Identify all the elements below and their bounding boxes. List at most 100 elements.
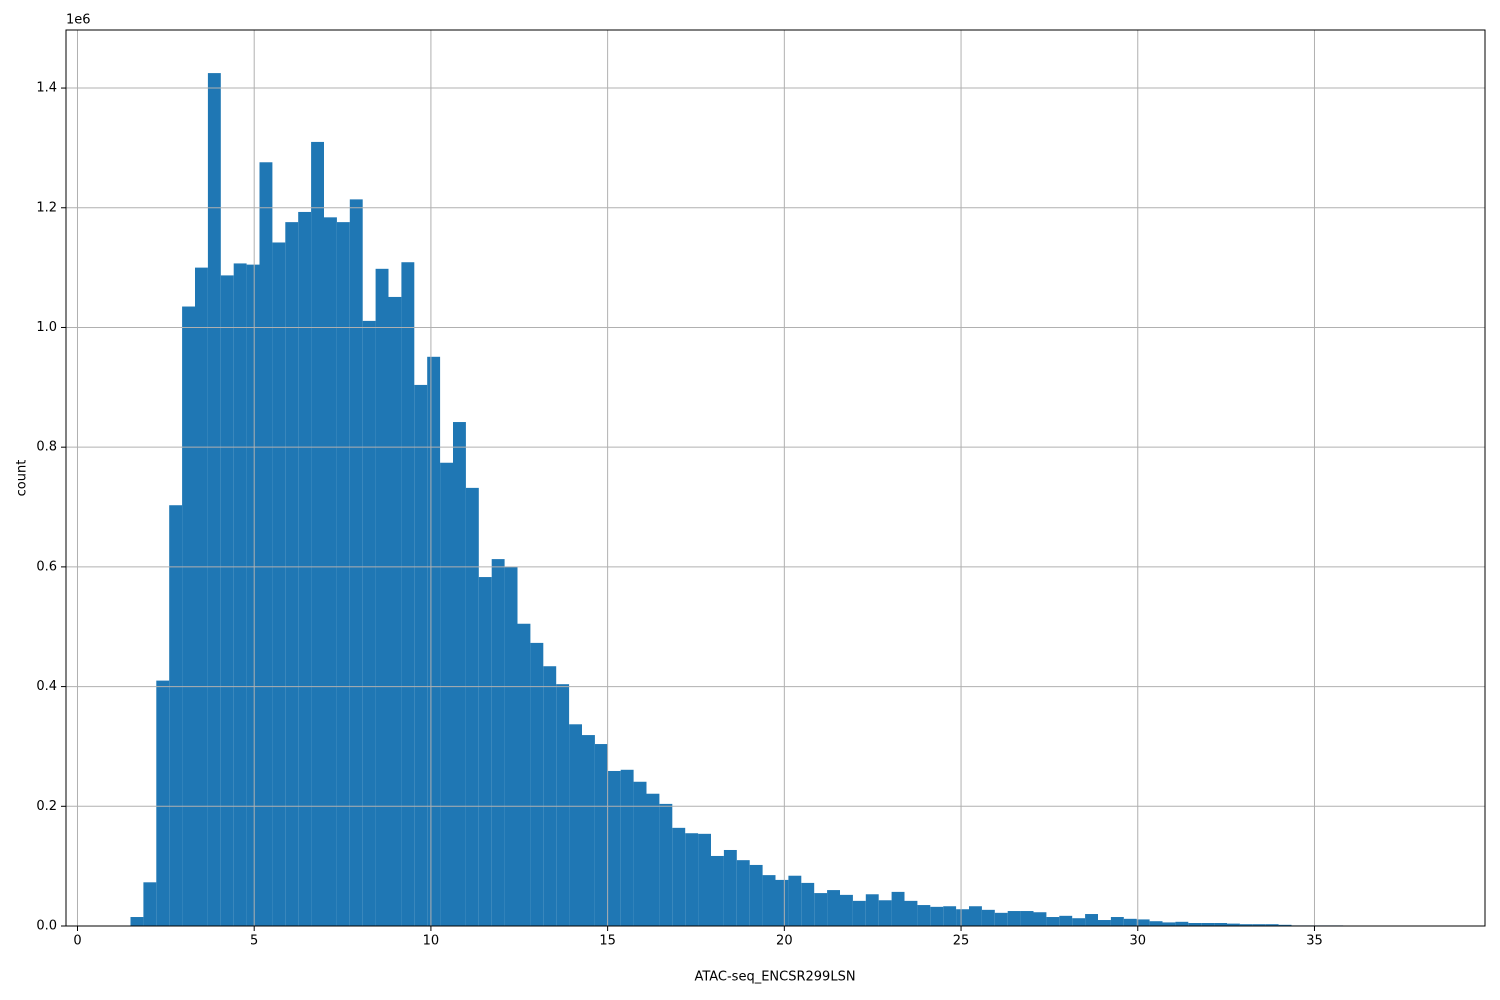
bar xyxy=(904,900,918,926)
bar xyxy=(504,566,518,926)
bar xyxy=(1227,923,1240,926)
x-tick-label: 15 xyxy=(599,934,616,949)
bar xyxy=(956,909,969,926)
y-tick-label: 1.0 xyxy=(36,320,57,335)
bar xyxy=(1123,918,1137,926)
bar xyxy=(169,505,183,926)
bar xyxy=(1201,923,1215,926)
bar xyxy=(1149,921,1163,926)
y-tick-label: 0.4 xyxy=(36,679,57,694)
bar xyxy=(156,680,170,926)
bar xyxy=(646,793,660,926)
bar xyxy=(891,891,905,926)
bar xyxy=(182,306,195,926)
bar xyxy=(1214,923,1227,926)
bar xyxy=(981,909,995,926)
bar xyxy=(478,577,492,926)
bar xyxy=(607,770,621,926)
bar xyxy=(1239,924,1253,926)
bar xyxy=(491,559,505,926)
bar xyxy=(723,849,737,926)
bar xyxy=(311,141,324,927)
bar xyxy=(620,769,634,926)
bar xyxy=(517,623,531,926)
bar xyxy=(762,875,776,926)
bar xyxy=(878,900,892,926)
bar xyxy=(543,666,557,926)
bar xyxy=(1162,922,1176,926)
bar xyxy=(259,162,273,927)
y-tick-label: 0.8 xyxy=(36,440,57,455)
bar xyxy=(272,242,286,927)
bar xyxy=(698,833,711,926)
bar xyxy=(324,217,337,926)
bar xyxy=(775,879,789,926)
bar xyxy=(414,384,428,926)
bar xyxy=(1059,915,1073,926)
bar xyxy=(195,267,208,926)
bar xyxy=(1110,917,1124,926)
bar xyxy=(569,724,582,926)
bar xyxy=(143,882,157,926)
bar xyxy=(814,893,828,926)
bar xyxy=(788,875,802,926)
bar xyxy=(943,906,957,926)
bar xyxy=(453,422,466,926)
bar xyxy=(556,684,570,926)
bar xyxy=(427,356,441,926)
bar xyxy=(711,855,724,926)
bar xyxy=(1175,921,1189,926)
bar xyxy=(1020,911,1034,926)
bar xyxy=(594,744,608,926)
bar xyxy=(362,320,376,927)
y-tick-label: 0.6 xyxy=(36,559,57,574)
bar xyxy=(930,906,944,926)
y-multiplier: 1e6 xyxy=(66,13,91,28)
bar xyxy=(917,905,931,926)
bar xyxy=(1136,919,1150,926)
bar xyxy=(1278,924,1292,926)
bar xyxy=(1252,924,1266,926)
bar xyxy=(207,73,221,927)
bar xyxy=(994,912,1008,926)
bar xyxy=(865,894,879,926)
bar xyxy=(969,906,982,926)
bar xyxy=(1188,923,1202,926)
bar xyxy=(1098,920,1111,926)
bar xyxy=(465,487,479,926)
bar xyxy=(1046,917,1060,926)
bar xyxy=(852,900,866,926)
bar xyxy=(1072,918,1086,926)
x-tick-label: 0 xyxy=(73,934,81,949)
y-tick-label: 0.2 xyxy=(36,799,57,814)
bar xyxy=(749,864,763,926)
bar xyxy=(827,890,840,926)
bar xyxy=(1265,924,1279,926)
bar xyxy=(1085,914,1098,926)
bar xyxy=(1007,911,1021,926)
bar xyxy=(336,222,350,927)
bar xyxy=(840,894,853,926)
bar xyxy=(220,275,234,926)
x-tick-label: 5 xyxy=(250,934,258,949)
bar xyxy=(401,262,415,926)
y-tick-label: 1.4 xyxy=(36,81,57,96)
y-tick-label: 1.2 xyxy=(36,200,57,215)
bar xyxy=(349,199,363,926)
bar xyxy=(130,917,144,926)
plot-frame xyxy=(65,29,1486,927)
bar xyxy=(388,296,402,926)
bar xyxy=(375,268,389,927)
bar xyxy=(801,882,815,926)
bar xyxy=(440,462,453,926)
y-tick-label: 0.0 xyxy=(36,919,57,934)
bar xyxy=(246,264,260,926)
bar xyxy=(285,222,299,927)
y-axis-label: count xyxy=(15,460,30,497)
x-tick-label: 35 xyxy=(1306,934,1323,949)
x-tick-label: 20 xyxy=(776,934,793,949)
x-tick-label: 10 xyxy=(423,934,440,949)
x-tick-label: 30 xyxy=(1129,934,1146,949)
